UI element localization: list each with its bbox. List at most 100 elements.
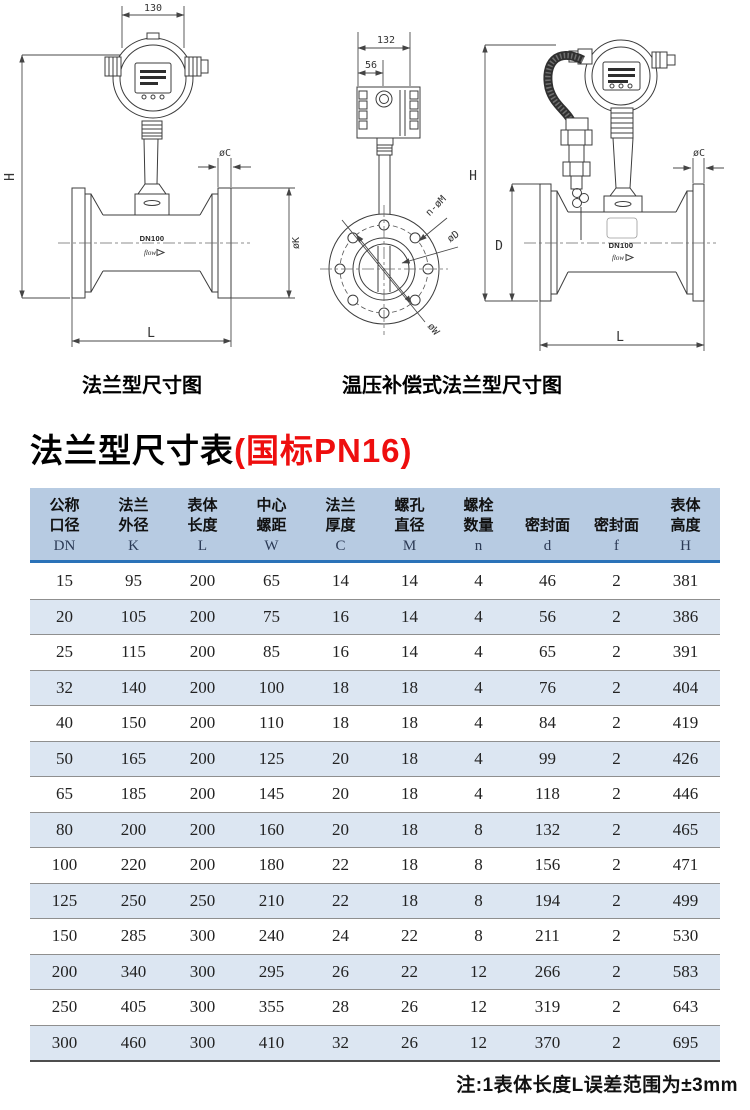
table-cell: 22 [401, 926, 418, 946]
table-cell: 2 [612, 606, 621, 626]
dim-label-oc-right: øC [693, 148, 705, 159]
table-cell: 18 [401, 855, 418, 875]
table-cell: 28 [332, 997, 349, 1017]
table-row-dn300: 300 460 300 410 32 26 12 370 2 695 [30, 1024, 720, 1060]
table-cell: 115 [121, 642, 146, 662]
table-cell: 118 [535, 784, 560, 804]
table-cell: 132 [534, 819, 561, 839]
table-cell: 185 [120, 784, 147, 804]
table-cell: 419 [672, 713, 699, 733]
table-cell: 22 [401, 961, 418, 981]
table-cell: 2 [612, 997, 621, 1017]
table-cell: 65 [263, 570, 280, 590]
dim-label-od: øD [445, 229, 461, 245]
dim-label-132: 132 [377, 35, 395, 46]
header-accent-line [30, 560, 720, 563]
table-row-dn125: 125 250 250 210 22 18 8 194 2 499 [30, 882, 720, 918]
table-cell: 14 [401, 606, 418, 626]
table-cell: 2 [612, 855, 621, 875]
table-cell: 200 [120, 819, 147, 839]
dim-label-d: D [495, 239, 503, 254]
flow-label-left: flow [144, 249, 156, 257]
table-cell: 250 [189, 890, 216, 910]
column-header-n: 螺栓 数量 n [463, 497, 494, 554]
table-cell: 18 [401, 819, 418, 839]
table-cell: 84 [539, 713, 556, 733]
table-cell: 4 [474, 713, 483, 733]
table-row-dn15: 15 95 200 65 14 14 4 46 2 381 [30, 563, 720, 599]
table-cell: 8 [474, 890, 483, 910]
table-cell: 20 [332, 748, 349, 768]
dim-label-130: 130 [144, 3, 162, 14]
table-cell: 4 [474, 606, 483, 626]
table-cell: 125 [51, 890, 78, 910]
table-cell: 100 [258, 677, 285, 697]
table-cell: 460 [120, 1032, 147, 1052]
table-cell: 4 [474, 784, 483, 804]
table-cell: 22 [332, 855, 349, 875]
table-cell: 285 [120, 926, 147, 946]
table-cell: 32 [56, 677, 73, 697]
table-cell: 2 [612, 748, 621, 768]
table-cell: 18 [401, 677, 418, 697]
table-cell: 200 [189, 570, 216, 590]
dim-label-h-right: H [469, 169, 477, 184]
diagram-temp-pressure-compensated: H D [469, 39, 724, 351]
dimension-table: 公称 口径 DN 法兰 外径 K 表体 长度 L 中心 螺距 W 法兰 厚度 C 螺孔 直径 M 螺栓 … [30, 488, 720, 1062]
diagram-flange-type: 130 H [3, 3, 302, 347]
table-cell: 499 [672, 890, 699, 910]
column-header-W: 中心 螺距 W [256, 497, 287, 554]
table-cell: 50 [56, 748, 73, 768]
table-header-row: 公称 口径 DN 法兰 外径 K 表体 长度 L 中心 螺距 W 法兰 厚度 C 螺孔 直径 M 螺栓 … [30, 488, 720, 560]
table-row-dn100: 100 220 200 180 22 18 8 156 2 471 [30, 847, 720, 883]
table-cell: 40 [56, 713, 73, 733]
table-cell: 100 [51, 855, 78, 875]
table-cell: 20 [56, 606, 73, 626]
table-cell: 125 [258, 748, 285, 768]
table-cell: 200 [189, 748, 216, 768]
table-cell: 695 [672, 1032, 699, 1052]
table-cell: 85 [263, 642, 280, 662]
table-cell: 80 [56, 819, 73, 839]
table-cell: 386 [672, 606, 699, 626]
table-row-dn150: 150 285 300 240 24 22 8 211 2 530 [30, 918, 720, 954]
table-cell: 18 [401, 890, 418, 910]
table-cell: 583 [672, 961, 699, 981]
table-cell: 300 [189, 926, 216, 946]
caption-flange-type: 法兰型尺寸图 [82, 373, 202, 397]
technical-drawings: 130 H [3, 3, 724, 397]
dim-label-l-right: L [616, 330, 624, 345]
table-cell: 99 [539, 748, 556, 768]
table-cell: 250 [120, 890, 147, 910]
table-cell: 18 [401, 713, 418, 733]
table-cell: 410 [258, 1032, 285, 1052]
table-cell: 14 [332, 570, 349, 590]
table-cell: 20 [332, 819, 349, 839]
table-cell: 8 [474, 855, 483, 875]
table-cell: 210 [258, 890, 285, 910]
column-header-f: 密封面 f [593, 517, 639, 554]
table-cell: 65 [56, 784, 73, 804]
table-cell: 26 [332, 961, 349, 981]
dim-label-ow: øW [425, 321, 442, 338]
dim-label-nom: n-øM [424, 194, 449, 219]
table-row-dn200: 200 340 300 295 26 22 12 266 2 583 [30, 953, 720, 989]
dim-label-l-left: L [147, 326, 155, 341]
table-cell: 250 [51, 997, 78, 1017]
table-row-dn25: 25 115 200 85 16 14 4 65 2 391 [30, 634, 720, 670]
table-cell: 15 [56, 570, 73, 590]
table-cell: 14 [401, 570, 418, 590]
column-header-M: 螺孔 直径 M [394, 497, 425, 554]
table-cell: 404 [672, 677, 699, 697]
table-cell: 240 [258, 926, 285, 946]
table-cell: 18 [401, 784, 418, 804]
table-row-dn32: 32 140 200 100 18 18 4 76 2 404 [30, 669, 720, 705]
column-header-C: 法兰 厚度 C [325, 497, 356, 554]
table-cell: 370 [534, 1032, 561, 1052]
body-label-right: DN100 [609, 241, 634, 250]
dim-label-ok: øK [291, 237, 302, 249]
table-cell: 12 [470, 961, 487, 981]
table-title: 法兰型尺寸表(国标PN16) [30, 424, 413, 472]
table-cell: 16 [332, 642, 349, 662]
table-cell: 180 [258, 855, 285, 875]
